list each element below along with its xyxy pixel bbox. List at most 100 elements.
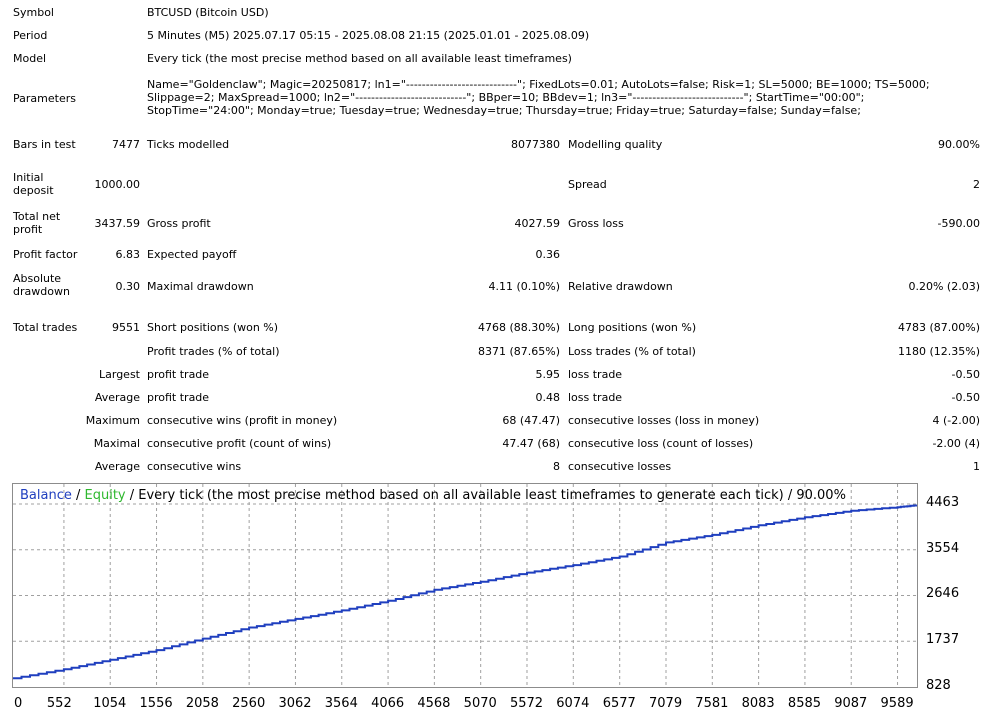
x-tick-label: 552 xyxy=(46,696,72,711)
x-tick-label: 7581 xyxy=(695,696,729,711)
symbol-label: Symbol xyxy=(13,6,54,19)
profit-factor-label: Profit factor xyxy=(13,248,78,261)
x-tick-label: 9087 xyxy=(834,696,868,711)
x-tick-label: 3062 xyxy=(278,696,312,711)
profit-factor-value: 6.83 xyxy=(115,248,141,261)
x-tick-label: 4066 xyxy=(371,696,405,711)
x-tick-label: 3564 xyxy=(324,696,358,711)
model-value: Every tick (the most precise method base… xyxy=(147,52,572,65)
parameters-value: Name="Goldenclaw"; Magic=20250817; ln1="… xyxy=(147,78,930,117)
loss-trades-value: 1180 (12.35%) xyxy=(897,345,980,358)
x-tick-label: 0 xyxy=(14,696,23,711)
relative-drawdown-label: Relative drawdown xyxy=(568,280,673,293)
max-consecutive-wins-label: consecutive wins (profit in money) xyxy=(147,414,338,427)
largest-loss-label: loss trade xyxy=(568,368,623,381)
x-tick-label: 2058 xyxy=(185,696,219,711)
average-profit-value: 0.48 xyxy=(535,391,561,404)
x-tick-label: 6074 xyxy=(556,696,590,711)
maximum-label: Maximum xyxy=(85,414,140,427)
total-net-profit-value: 3437.59 xyxy=(94,217,141,230)
balance-line xyxy=(13,504,917,680)
period-value: 5 Minutes (M5) 2025.07.17 05:15 - 2025.0… xyxy=(147,29,590,42)
modelling-quality-label: Modelling quality xyxy=(568,138,663,151)
ticks-modelled-value: 8077380 xyxy=(511,138,560,151)
absolute-drawdown-label: Absolute drawdown xyxy=(13,272,70,298)
x-tick-label: 1556 xyxy=(139,696,173,711)
x-tick-label: 1054 xyxy=(93,696,127,711)
maximal-consecutive-loss-label: consecutive loss (count of losses) xyxy=(568,437,754,450)
initial-deposit-value: 1000.00 xyxy=(94,178,141,191)
average-consecutive-wins-label: consecutive wins xyxy=(147,460,242,473)
y-tick-label: 828 xyxy=(926,678,951,693)
spread-value: 2 xyxy=(973,178,980,191)
maximal-consecutive-profit-label: consecutive profit (count of wins) xyxy=(147,437,332,450)
average-consecutive-label: Average xyxy=(94,460,140,473)
absolute-drawdown-value: 0.30 xyxy=(115,280,141,293)
gross-loss-label: Gross loss xyxy=(568,217,624,230)
x-tick-label: 5572 xyxy=(509,696,544,711)
average-consecutive-losses-label: consecutive losses xyxy=(568,460,672,473)
x-tick-label: 4568 xyxy=(417,696,451,711)
y-tick-label: 3554 xyxy=(926,540,960,556)
average-label: Average xyxy=(94,391,140,404)
largest-loss-value: -0.50 xyxy=(951,368,980,381)
chart-title-rest: / Every tick (the most precise method ba… xyxy=(125,488,846,503)
largest-profit-value: 5.95 xyxy=(535,368,561,381)
expected-payoff-label: Expected payoff xyxy=(147,248,237,261)
largest-profit-label: profit trade xyxy=(147,368,210,381)
x-tick-label: 6577 xyxy=(602,696,636,711)
x-tick-label: 7079 xyxy=(649,696,683,711)
long-positions-label: Long positions (won %) xyxy=(568,321,697,334)
chart-title-balance: Balance xyxy=(20,488,72,503)
total-net-profit-label: Total net profit xyxy=(13,210,61,236)
largest-label: Largest xyxy=(99,368,140,381)
x-tick-label: 8585 xyxy=(787,696,822,711)
average-consecutive-losses-value: 1 xyxy=(973,460,980,473)
y-tick-label: 2646 xyxy=(926,586,960,602)
ticks-modelled-label: Ticks modelled xyxy=(147,138,230,151)
gross-profit-value: 4027.59 xyxy=(514,217,561,230)
short-positions-value: 4768 (88.30%) xyxy=(477,321,560,334)
total-trades-label: Total trades xyxy=(13,321,78,334)
x-tick-label: 5070 xyxy=(463,696,497,711)
max-consecutive-losses-label: consecutive losses (loss in money) xyxy=(568,414,760,427)
max-consecutive-losses-value: 4 (-2.00) xyxy=(932,414,980,427)
symbol-value: BTCUSD (Bitcoin USD) xyxy=(147,6,269,19)
relative-drawdown-value: 0.20% (2.03) xyxy=(908,280,980,293)
gross-loss-value: -590.00 xyxy=(937,217,980,230)
gross-profit-label: Gross profit xyxy=(147,217,211,230)
balance-chart xyxy=(12,483,918,688)
maximal-label: Maximal xyxy=(93,437,140,450)
balance-chart-svg xyxy=(13,484,917,687)
x-tick-label: 9589 xyxy=(880,696,914,711)
parameters-label: Parameters xyxy=(13,92,76,105)
profit-trades-label: Profit trades (% of total) xyxy=(147,345,280,358)
chart-title: Balance / Equity / Every tick (the most … xyxy=(20,488,846,504)
average-consecutive-wins-value: 8 xyxy=(553,460,560,473)
x-tick-label: 2560 xyxy=(232,696,266,711)
model-label: Model xyxy=(13,52,47,65)
y-tick-label: 4463 xyxy=(926,495,960,510)
chart-title-equity: Equity xyxy=(84,488,126,503)
long-positions-value: 4783 (87.00%) xyxy=(897,321,980,334)
spread-label: Spread xyxy=(568,178,607,191)
loss-trades-label: Loss trades (% of total) xyxy=(568,345,696,358)
period-label: Period xyxy=(13,29,48,42)
average-loss-label: loss trade xyxy=(568,391,623,404)
bars-in-test-label: Bars in test xyxy=(13,138,76,151)
chart-title-sep: / xyxy=(71,488,85,503)
x-tick-label: 8083 xyxy=(741,696,775,711)
short-positions-label: Short positions (won %) xyxy=(147,321,279,334)
average-profit-label: profit trade xyxy=(147,391,210,404)
max-consecutive-wins-value: 68 (47.47) xyxy=(502,414,560,427)
initial-deposit-label: Initial deposit xyxy=(13,171,54,197)
maximal-consecutive-profit-value: 47.47 (68) xyxy=(502,437,560,450)
profit-trades-value: 8371 (87.65%) xyxy=(477,345,560,358)
maximal-consecutive-loss-value: -2.00 (4) xyxy=(932,437,980,450)
maximal-drawdown-value: 4.11 (0.10%) xyxy=(488,280,560,293)
maximal-drawdown-label: Maximal drawdown xyxy=(147,280,254,293)
average-loss-value: -0.50 xyxy=(951,391,980,404)
expected-payoff-value: 0.36 xyxy=(535,248,561,261)
bars-in-test-value: 7477 xyxy=(112,138,140,151)
y-tick-label: 1737 xyxy=(926,632,960,648)
